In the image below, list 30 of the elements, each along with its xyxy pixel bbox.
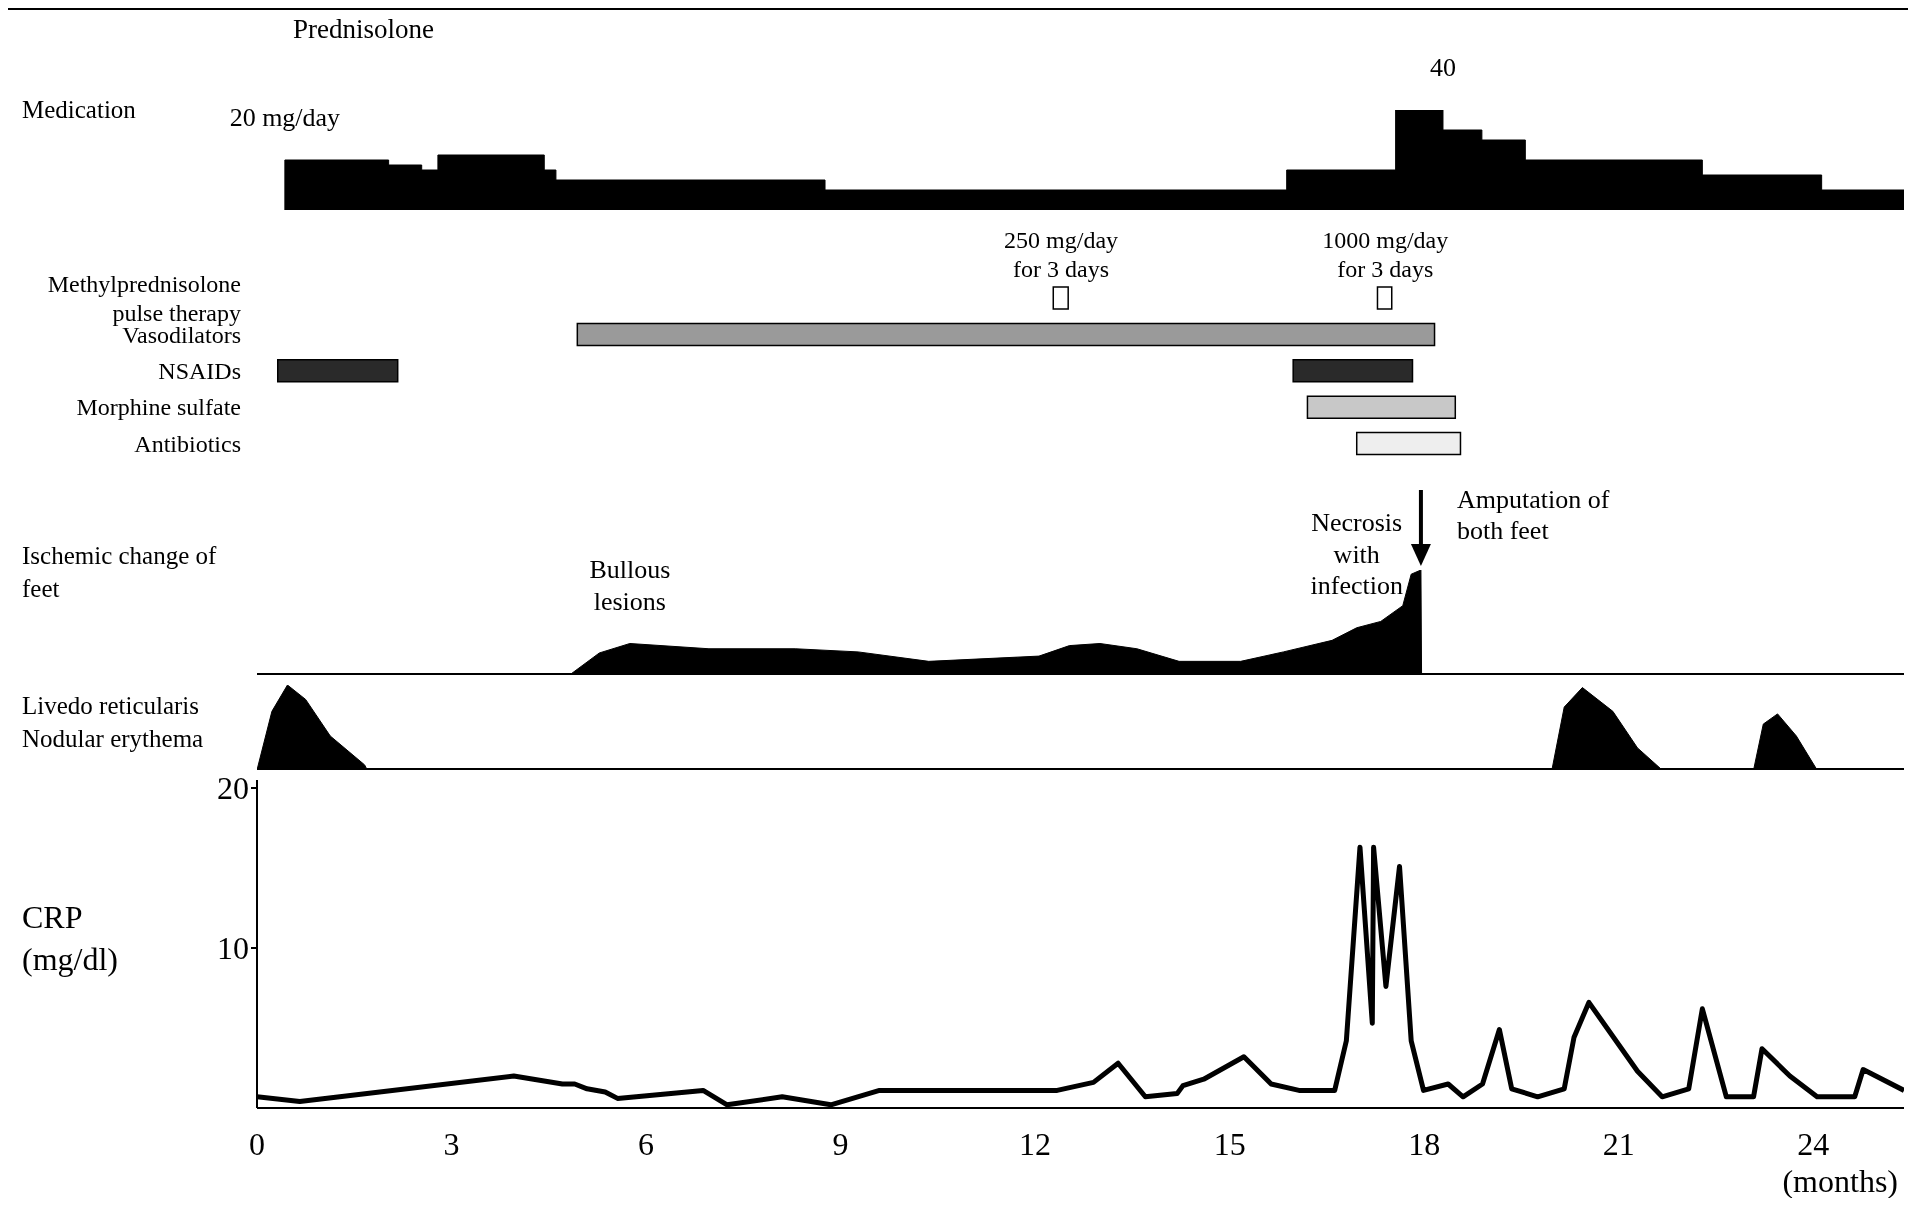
x-tick-label: 24: [1797, 1125, 1830, 1162]
y-tick-label: NSAIDs: [158, 358, 241, 384]
x-tick-label: 9: [832, 1125, 849, 1162]
x-axis-title: (months): [1782, 1163, 1898, 1199]
x-tick-label: 6: [638, 1125, 655, 1162]
y-axis-title: Livedo reticularis Nodular erythema: [22, 691, 205, 754]
annotation: Necrosis with infection: [1310, 508, 1403, 600]
y-axis-title: Ischemic change of feet: [22, 541, 218, 604]
annotation: 250 mg/day for 3 days: [1004, 227, 1119, 283]
annotation: Bullous lesions: [589, 555, 671, 616]
x-tick-label: 18: [1408, 1125, 1441, 1162]
y-tick-label: 20: [217, 770, 249, 807]
y-tick-label: Morphine sulfate: [76, 394, 241, 421]
annotation: 20 mg/day: [229, 103, 341, 132]
x-tick-label: 3: [443, 1125, 460, 1162]
x-tick-label: 21: [1602, 1125, 1635, 1162]
bar: [1306, 395, 1457, 419]
bar: [1355, 431, 1462, 456]
y-axis-title: CRP (mg/dl): [22, 898, 119, 979]
x-tick-label: 12: [1019, 1125, 1052, 1162]
annotation: Amputation of both feet: [1456, 485, 1610, 546]
bar: [576, 322, 1436, 347]
y-tick-label: Antibiotics: [134, 430, 241, 457]
annotation: 1000 mg/day for 3 days: [1322, 227, 1449, 283]
y-axis-title: Medication: [22, 94, 136, 125]
annotation: 40: [1429, 53, 1456, 82]
y-tick-label: 10: [217, 930, 249, 967]
x-tick-label: 0: [249, 1125, 265, 1162]
x-tick-label: 15: [1213, 1125, 1246, 1162]
chart-title: Prednisolone: [293, 14, 434, 45]
